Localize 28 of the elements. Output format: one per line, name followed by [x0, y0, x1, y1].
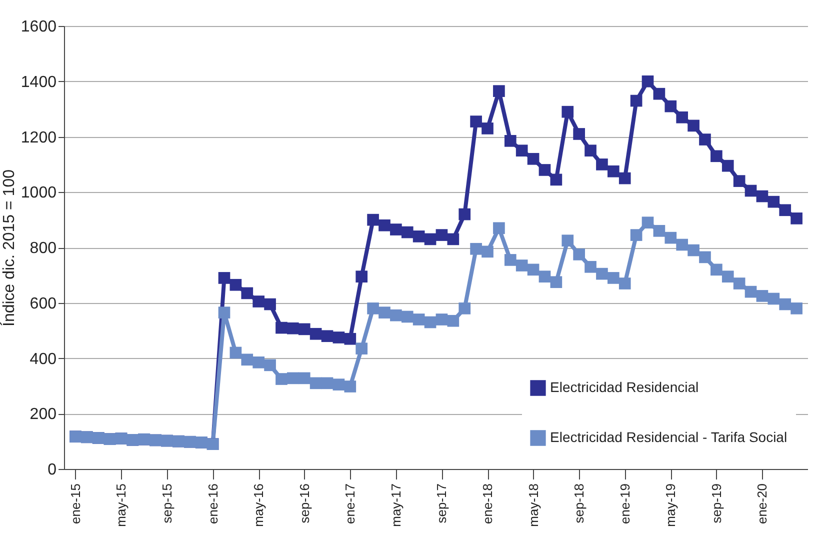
- y-tick-label: 1600: [20, 18, 57, 36]
- x-tick-label: may-15: [114, 484, 129, 527]
- x-tick-label: ene-18: [480, 484, 496, 524]
- x-tick-label: may-17: [388, 484, 404, 527]
- x-tick-label: ene-19: [617, 484, 632, 524]
- x-tick-label: may-18: [526, 484, 541, 527]
- x-tick-label: ene-15: [68, 484, 83, 524]
- x-tick-label: may-16: [251, 484, 266, 527]
- x-tick-label: sep-18: [572, 484, 587, 524]
- x-tick-label: ene-17: [342, 484, 358, 524]
- y-tick-label: 1200: [20, 129, 57, 146]
- x-tick-label: sep-19: [708, 484, 724, 524]
- y-tick-label: 0: [48, 462, 57, 478]
- x-tick-label: may-19: [663, 484, 678, 527]
- y-tick-label: 1000: [20, 184, 57, 202]
- y-tick-label: 1400: [20, 74, 57, 91]
- legend-label: Electricidad Residencial - Tarifa Social: [550, 429, 788, 445]
- x-tick-label: ene-20: [754, 484, 770, 524]
- y-tick-label: 400: [30, 350, 57, 368]
- y-axis-title: Índice dic. 2015 = 100: [0, 169, 18, 327]
- x-tick-label: ene-16: [205, 484, 220, 524]
- y-tick-label: 600: [30, 295, 57, 312]
- y-tick-label: 200: [30, 406, 57, 424]
- legend-label: Electricidad Residencial: [550, 379, 699, 395]
- y-tick-label: 800: [30, 240, 57, 257]
- x-tick-label: sep-16: [296, 484, 312, 524]
- x-tick-label: sep-17: [434, 484, 450, 524]
- x-tick-label: sep-15: [160, 484, 175, 524]
